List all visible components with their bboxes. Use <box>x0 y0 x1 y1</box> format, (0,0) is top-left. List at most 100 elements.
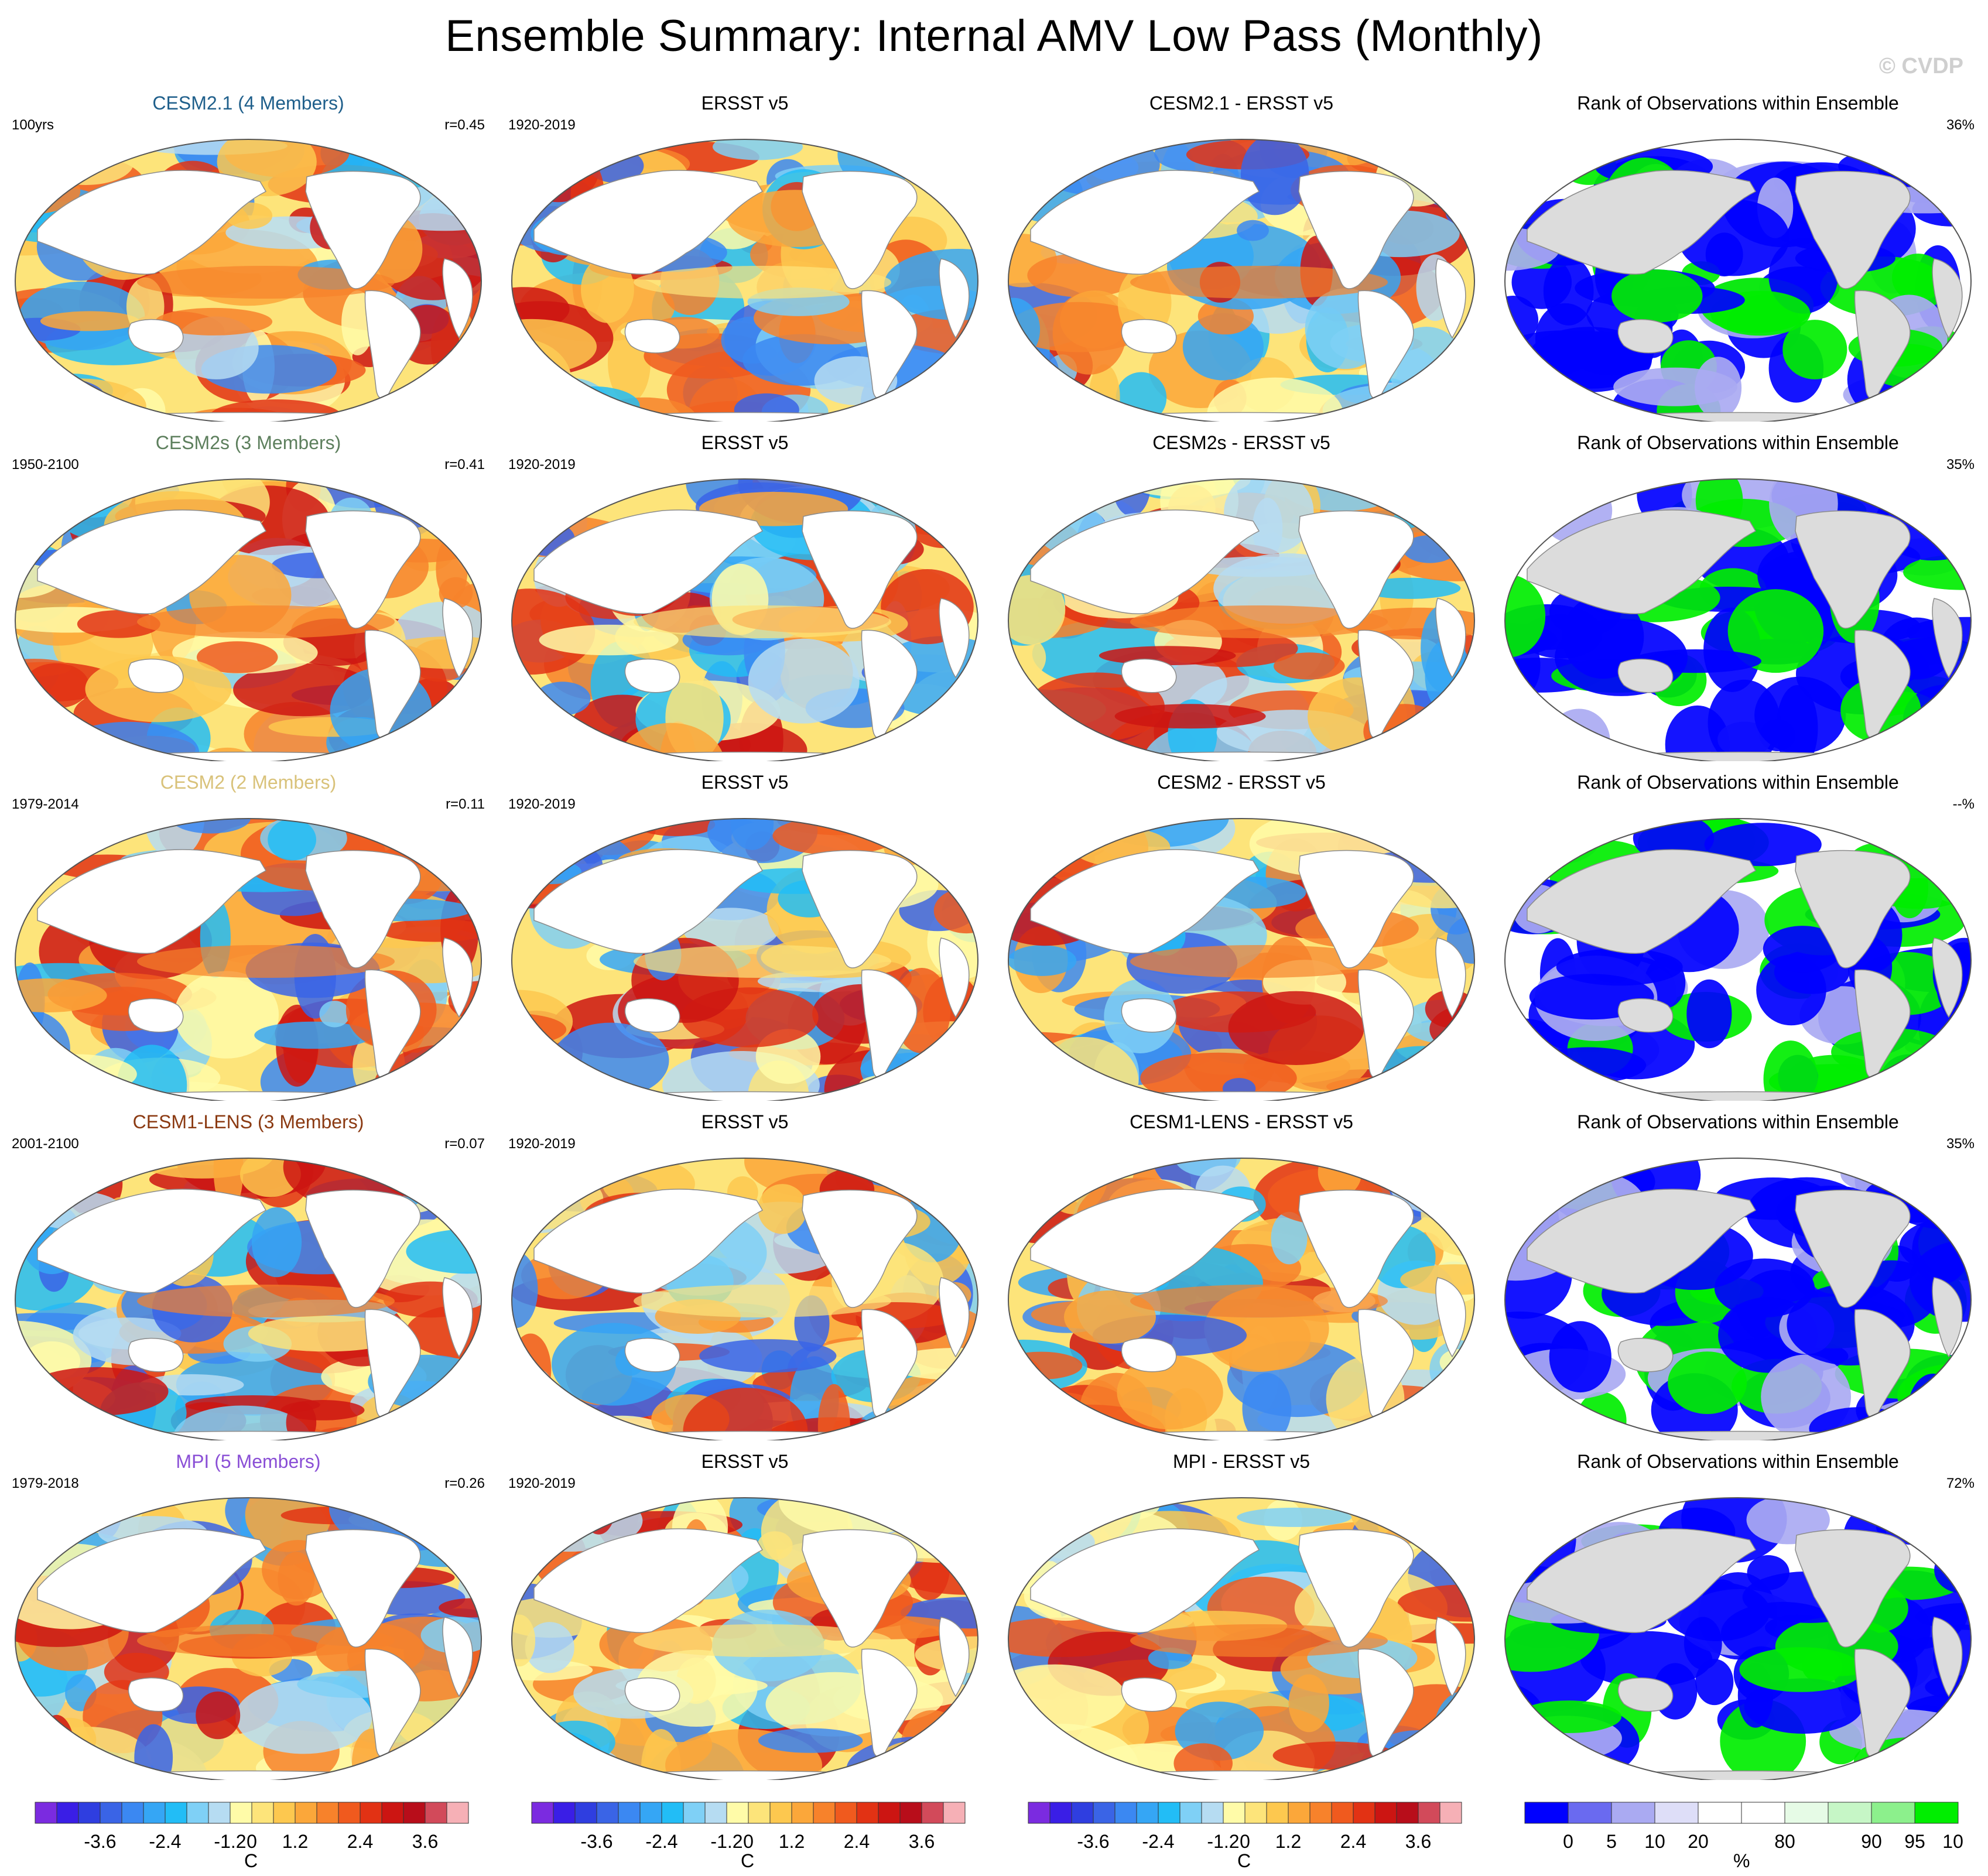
south-america-landmass <box>1357 1309 1414 1418</box>
map-frame <box>1504 1497 1972 1780</box>
north-america-landmass <box>1298 1529 1414 1648</box>
obs-period: 1920-2019 <box>508 457 576 473</box>
asia-landmass <box>37 1189 267 1294</box>
colorbar-swatch <box>1028 1802 1051 1824</box>
antarctica-landmass <box>1094 1091 1388 1101</box>
colorbar-swatch <box>1309 1802 1332 1824</box>
south-america-landmass <box>1854 1648 1911 1758</box>
pattern-correlation: r=0.41 <box>444 457 485 473</box>
africa-landmass <box>1435 1277 1466 1358</box>
map-svg <box>511 139 978 422</box>
colorbar-tick-label: 3.6 <box>412 1831 438 1852</box>
obs-period: 1920-2019 <box>508 117 576 133</box>
map-frame <box>15 1497 482 1780</box>
diff-title: CESM2s - ERSST v5 <box>1152 432 1330 453</box>
colorbar-tick-label: 2.4 <box>844 1831 870 1852</box>
north-america-landmass <box>305 170 421 289</box>
model-period: 100yrs <box>12 117 54 133</box>
north-america-landmass <box>1795 1189 1911 1308</box>
colorbar-swatch <box>1654 1802 1699 1824</box>
map-frame <box>1504 818 1972 1101</box>
diff-title: CESM2 - ERSST v5 <box>1157 772 1326 793</box>
map-frame <box>511 478 978 761</box>
colorbar-swatch <box>856 1802 879 1824</box>
colorbar-swatch <box>1914 1802 1959 1824</box>
map-svg <box>15 818 482 1101</box>
colorbar-swatch <box>748 1802 771 1824</box>
africa-landmass <box>939 937 970 1018</box>
north-america-landmass <box>802 850 918 968</box>
asia-landmass <box>1527 1528 1757 1634</box>
diff-colorbar-svg: -3.6 -2.4 -1.2 0 1.2 2.4 3.6 <box>1028 1802 1462 1852</box>
colorbar-swatch <box>769 1802 792 1824</box>
map-frame <box>15 1158 482 1440</box>
model-period: 1979-2018 <box>12 1476 79 1491</box>
colorbar-swatch <box>1179 1802 1202 1824</box>
asia-landmass <box>37 170 267 275</box>
colorbar-swatch <box>446 1802 469 1824</box>
panel-rank-3: Rank of Observations within Ensemble --% <box>1490 761 1986 1101</box>
colorbar-swatch <box>704 1802 727 1824</box>
map-svg <box>15 1497 482 1780</box>
colorbar-tick-label: 90 <box>1861 1831 1882 1852</box>
africa-landmass <box>1932 937 1963 1018</box>
colorbar-swatch <box>899 1802 922 1824</box>
australia-landmass <box>624 1337 680 1372</box>
rank-percent: 72% <box>1946 1476 1975 1491</box>
panel-rank-2: Rank of Observations within Ensemble 35% <box>1490 422 1986 761</box>
south-america-landmass <box>364 629 421 739</box>
map-svg <box>1008 478 1475 761</box>
africa-landmass <box>442 1277 473 1358</box>
asia-landmass <box>1030 849 1260 954</box>
colorbar-tick-label: 0 <box>743 1831 754 1852</box>
rank-title: Rank of Observations within Ensemble <box>1577 1451 1899 1472</box>
colorbar-swatch <box>1418 1802 1440 1824</box>
map-frame <box>1504 1158 1972 1440</box>
panel-model-2: CESM2s (3 Members) 1950-2100 r=0.41 <box>0 422 497 761</box>
map-svg <box>511 1497 978 1780</box>
colorbar-swatch <box>683 1802 706 1824</box>
map-frame <box>1008 139 1475 422</box>
antarctica-landmass <box>101 1430 395 1440</box>
map-svg <box>1504 478 1972 761</box>
map-model-5 <box>15 1497 482 1780</box>
north-america-landmass <box>1795 510 1911 629</box>
colorbar-tick-label: 2.4 <box>347 1831 373 1852</box>
panel-obs-2: ERSST v5 1920-2019 <box>497 422 993 761</box>
map-svg <box>15 1158 482 1440</box>
map-svg <box>1008 818 1475 1101</box>
australia-landmass <box>1121 1677 1177 1712</box>
north-america-landmass <box>1795 850 1911 968</box>
asia-landmass <box>37 849 267 954</box>
colorbar-tick-label: 2.4 <box>1340 1831 1366 1852</box>
colorbar-tick-label: 5 <box>1606 1831 1617 1852</box>
north-america-landmass <box>1298 510 1414 629</box>
south-america-landmass <box>364 1309 421 1418</box>
map-obs-4 <box>511 1158 978 1440</box>
colorbar-tick-label: 80 <box>1774 1831 1795 1852</box>
colorbar-swatch <box>726 1802 749 1824</box>
australia-landmass <box>128 1677 184 1712</box>
asia-landmass <box>533 1189 764 1294</box>
asia-landmass <box>1527 170 1757 275</box>
colorbar-swatch <box>273 1802 296 1824</box>
map-model-4 <box>15 1158 482 1440</box>
colorbar-swatch <box>1288 1802 1310 1824</box>
obs-colorbar-svg: -3.6 -2.4 -1.2 0 1.2 2.4 3.6 <box>531 1802 966 1852</box>
pattern-correlation: r=0.45 <box>444 117 485 133</box>
colorbar-tick-label: 95 <box>1904 1831 1925 1852</box>
map-svg <box>1504 1158 1972 1440</box>
map-frame <box>1504 139 1972 422</box>
north-america-landmass <box>305 1529 421 1648</box>
africa-landmass <box>1435 1617 1466 1697</box>
rank-percent: 35% <box>1946 457 1975 473</box>
colorbar-swatch <box>1828 1802 1872 1824</box>
colorbar-swatch <box>186 1802 209 1824</box>
colorbar-swatch <box>1374 1802 1397 1824</box>
africa-landmass <box>442 937 473 1018</box>
south-america-landmass <box>861 1648 918 1758</box>
colorbar-tick-label: -1.2 <box>214 1831 246 1852</box>
map-rank-2 <box>1504 478 1972 761</box>
asia-landmass <box>1527 509 1757 615</box>
colorbar-swatch <box>813 1802 836 1824</box>
